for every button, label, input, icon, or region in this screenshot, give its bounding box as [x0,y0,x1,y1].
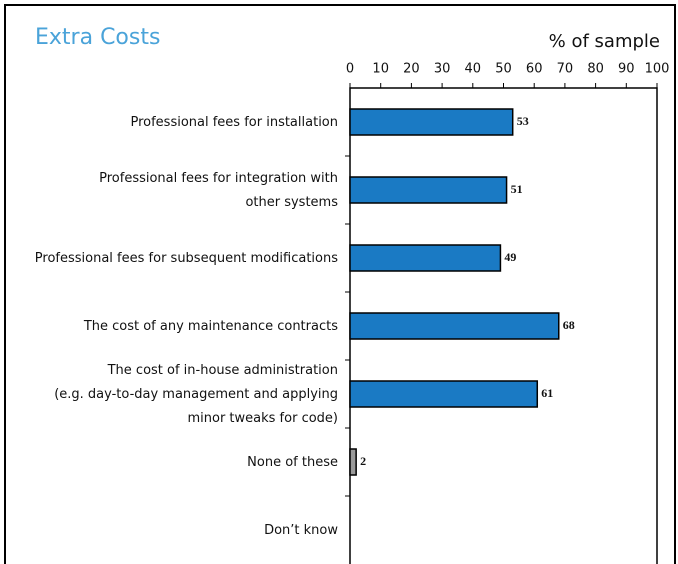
x-tick-label: 40 [465,62,482,77]
category-label: Don’t know [264,523,338,538]
x-tick-label: 100 [645,62,670,77]
category-line: Professional fees for integration with [99,171,338,186]
bar [349,176,508,204]
category-line: Professional fees for installation [130,115,338,130]
category-line: minor tweaks for code) [187,411,338,426]
bar [349,312,560,340]
category-line: None of these [247,455,338,470]
x-tick-label: 50 [495,62,512,77]
value-label: 68 [563,318,575,332]
x-tick-label: 20 [403,62,420,77]
x-tick-label: 70 [557,62,574,77]
value-label: 61 [541,386,553,400]
chart-title: Extra Costs [35,25,160,50]
category-line: The cost of in-house administration [107,363,338,378]
category-line: (e.g. day-to-day management and applying [54,387,338,402]
x-tick-label: 10 [372,62,389,77]
x-tick-label: 60 [526,62,543,77]
bar [349,448,357,476]
frame [4,4,676,564]
x-tick-label: 0 [346,62,354,77]
value-label: 51 [511,182,523,196]
category-label: The cost of in-house administration (e.g.… [54,363,338,426]
x-axis-label: % of sample [549,31,660,52]
x-tick-label: 80 [587,62,604,77]
category-label: Professional fees for subsequent modific… [35,251,338,266]
x-tick-label: 30 [434,62,451,77]
category-line: The cost of any maintenance contracts [83,319,338,334]
value-label: 49 [504,250,516,264]
bar [349,244,502,272]
category-label: Professional fees for integration with ot… [99,171,338,210]
value-label: 2 [360,454,366,468]
bar [349,108,514,136]
category-label: Professional fees for installation [130,115,338,130]
category-label: The cost of any maintenance contracts [83,319,338,334]
category-line: other systems [245,195,338,210]
bar [349,380,539,408]
category-label: None of these [247,455,338,470]
x-tick-label: 90 [618,62,635,77]
category-line: Professional fees for subsequent modific… [35,251,338,266]
value-label: 53 [517,114,529,128]
category-line: Don’t know [264,523,338,538]
